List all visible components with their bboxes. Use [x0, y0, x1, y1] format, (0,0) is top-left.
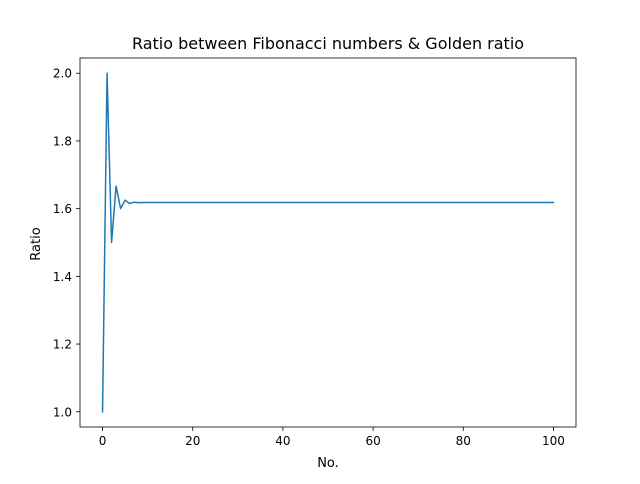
- y-tick-label: 1.0: [53, 405, 72, 419]
- plot-area: 0 20 40 60 80 100 1.0 1.2 1.4 1.6 1.8 2.0: [53, 57, 577, 448]
- x-tick-label: 20: [185, 434, 200, 448]
- axes-frame: [79, 57, 577, 428]
- x-tick-label: 100: [542, 434, 565, 448]
- x-tick-label: 80: [456, 434, 471, 448]
- chart-title: Ratio between Fibonacci numbers & Golden…: [132, 34, 524, 53]
- series-line-0: [101, 72, 555, 413]
- y-tick-label: 1.4: [53, 270, 72, 284]
- x-tick-label: 0: [99, 434, 107, 448]
- y-tick-label: 2.0: [53, 67, 72, 81]
- y-tick-label: 1.2: [53, 338, 72, 352]
- y-tick-label: 1.8: [53, 134, 72, 148]
- x-axis-label: No.: [317, 456, 339, 471]
- x-tick-label: 60: [365, 434, 380, 448]
- y-tick-label: 1.6: [53, 202, 72, 216]
- y-axis-label: Ratio: [29, 227, 44, 260]
- x-tick-label: 40: [275, 434, 290, 448]
